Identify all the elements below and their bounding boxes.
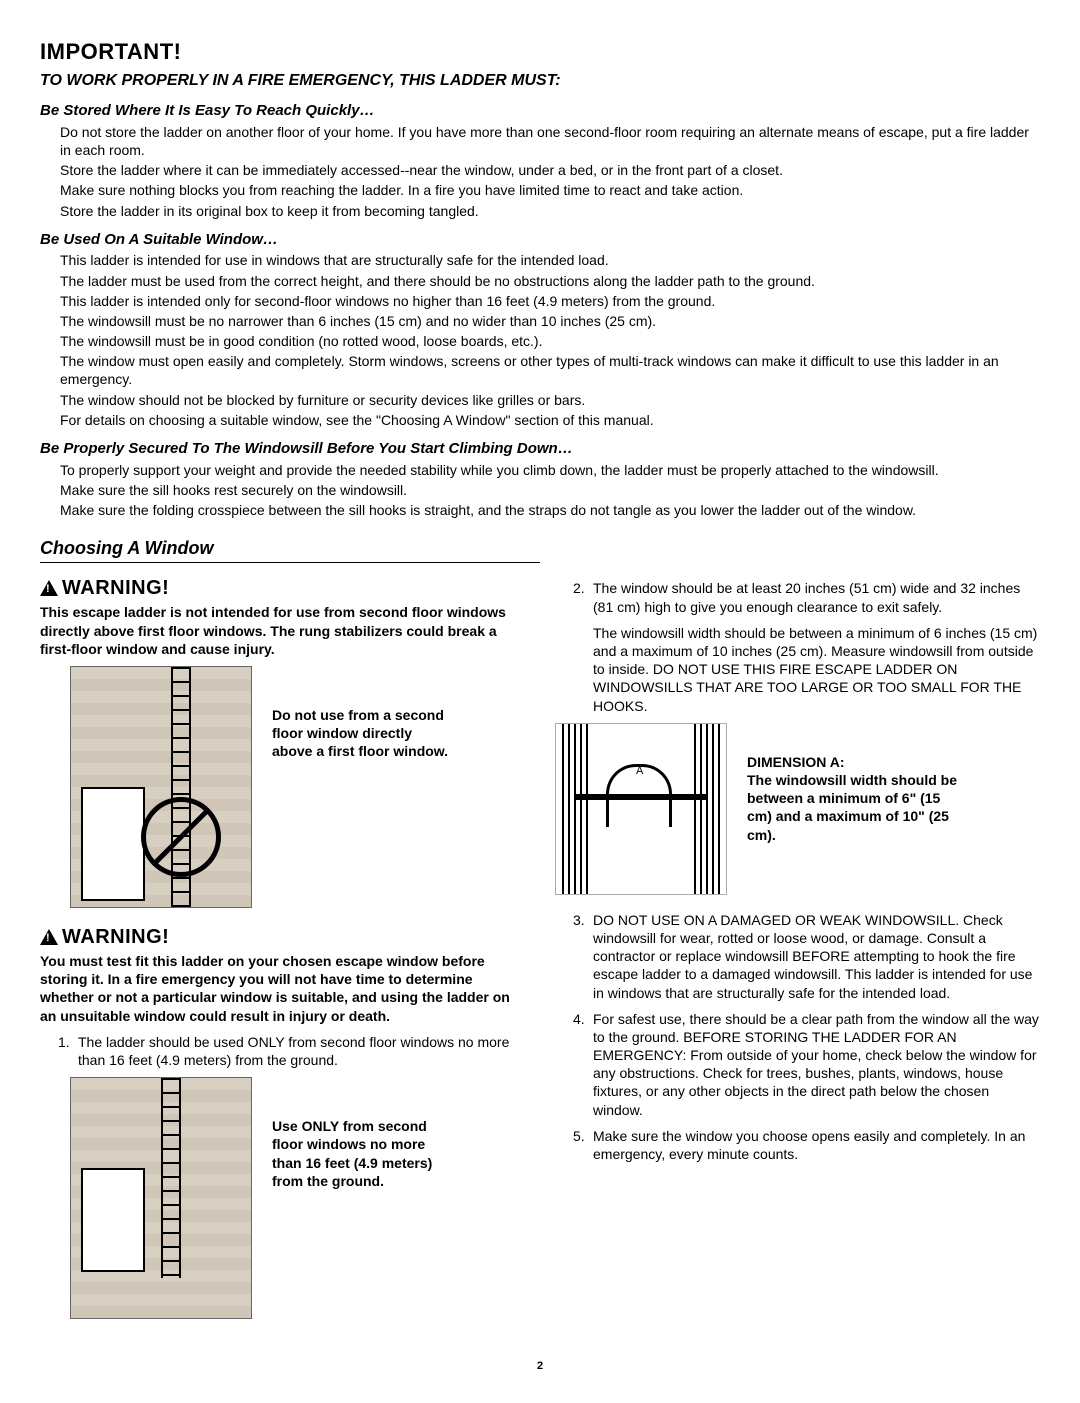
s1-p2: Store the ladder where it can be immedia… xyxy=(60,161,1040,179)
s3-p2: Make sure the sill hooks rest securely o… xyxy=(60,481,1040,499)
right-column: 2. The window should be at least 20 inch… xyxy=(555,571,1040,1319)
s2-p1: This ladder is intended for use in windo… xyxy=(60,251,1040,269)
warning1-text: This escape ladder is not intended for u… xyxy=(40,603,510,658)
section3-body: To properly support your weight and prov… xyxy=(40,461,1040,520)
s2-p4: The windowsill must be no narrower than … xyxy=(60,312,1040,330)
figure2-wrap: Use ONLY from second floor windows no mo… xyxy=(70,1077,525,1319)
step5-text: Make sure the window you choose opens ea… xyxy=(593,1127,1040,1163)
prohibition-icon xyxy=(141,797,221,877)
section3-heading: Be Properly Secured To The Windowsill Be… xyxy=(40,439,1040,459)
section2-heading: Be Used On A Suitable Window… xyxy=(40,230,1040,250)
warning-icon xyxy=(40,580,58,596)
s2-p3: This ladder is intended only for second-… xyxy=(60,292,1040,310)
figure3-caption: DIMENSION A: The windowsill width should… xyxy=(747,753,957,844)
section1-heading: Be Stored Where It Is Easy To Reach Quic… xyxy=(40,101,1040,121)
s2-p2: The ladder must be used from the correct… xyxy=(60,272,1040,290)
figure3-wrap: A DIMENSION A: The windowsill width shou… xyxy=(555,723,1040,895)
s2-p7: The window should not be blocked by furn… xyxy=(60,391,1040,409)
step-2: 2. The window should be at least 20 inch… xyxy=(573,579,1040,714)
figure2-illustration xyxy=(70,1077,252,1319)
warning1-line: WARNING! xyxy=(40,575,525,601)
s2-p5: The windowsill must be in good condition… xyxy=(60,332,1040,350)
step-5: 5.Make sure the window you choose opens … xyxy=(573,1127,1040,1163)
step-4: 4.For safest use, there should be a clea… xyxy=(573,1010,1040,1119)
s2-p8: For details on choosing a suitable windo… xyxy=(60,411,1040,429)
step1-text: The ladder should be used ONLY from seco… xyxy=(78,1033,525,1069)
left-column: WARNING! This escape ladder is not inten… xyxy=(40,571,525,1319)
figure3-illustration: A xyxy=(555,723,727,895)
s1-p3: Make sure nothing blocks you from reachi… xyxy=(60,181,1040,199)
section2-body: This ladder is intended for use in windo… xyxy=(40,251,1040,429)
step2a-text: The window should be at least 20 inches … xyxy=(593,580,1020,614)
step2b-text: The windowsill width should be between a… xyxy=(593,624,1040,715)
s1-p4: Store the ladder in its original box to … xyxy=(60,202,1040,220)
warning2-line: WARNING! xyxy=(40,924,525,950)
main-subhead: TO WORK PROPERLY IN A FIRE EMERGENCY, TH… xyxy=(40,71,1040,92)
figure2-caption: Use ONLY from second floor windows no mo… xyxy=(272,1117,452,1190)
s3-p1: To properly support your weight and prov… xyxy=(60,461,1040,479)
figure1-wrap: Do not use from a second floor window di… xyxy=(70,666,525,908)
figure1-caption: Do not use from a second floor window di… xyxy=(272,706,452,761)
figure1-illustration xyxy=(70,666,252,908)
step3-text: DO NOT USE ON A DAMAGED OR WEAK WINDOWSI… xyxy=(593,911,1040,1002)
step-3: 3.DO NOT USE ON A DAMAGED OR WEAK WINDOW… xyxy=(573,911,1040,1002)
heading-rule xyxy=(40,562,540,563)
s2-p6: The window must open easily and complete… xyxy=(60,352,1040,388)
page-number: 2 xyxy=(40,1359,1040,1373)
s1-p1: Do not store the ladder on another floor… xyxy=(60,123,1040,159)
s3-p3: Make sure the folding crosspiece between… xyxy=(60,501,1040,519)
section1-body: Do not store the ladder on another floor… xyxy=(40,123,1040,220)
dimension-a-marker: A xyxy=(636,764,643,778)
choosing-heading: Choosing A Window xyxy=(40,537,1040,562)
important-heading: IMPORTANT! xyxy=(40,38,1040,67)
step-1: 1.The ladder should be used ONLY from se… xyxy=(58,1033,525,1069)
warning2-text: You must test fit this ladder on your ch… xyxy=(40,952,510,1025)
warning-icon xyxy=(40,929,58,945)
warning2-label: WARNING! xyxy=(62,924,169,950)
step4-text: For safest use, there should be a clear … xyxy=(593,1010,1040,1119)
warning1-label: WARNING! xyxy=(62,575,169,601)
